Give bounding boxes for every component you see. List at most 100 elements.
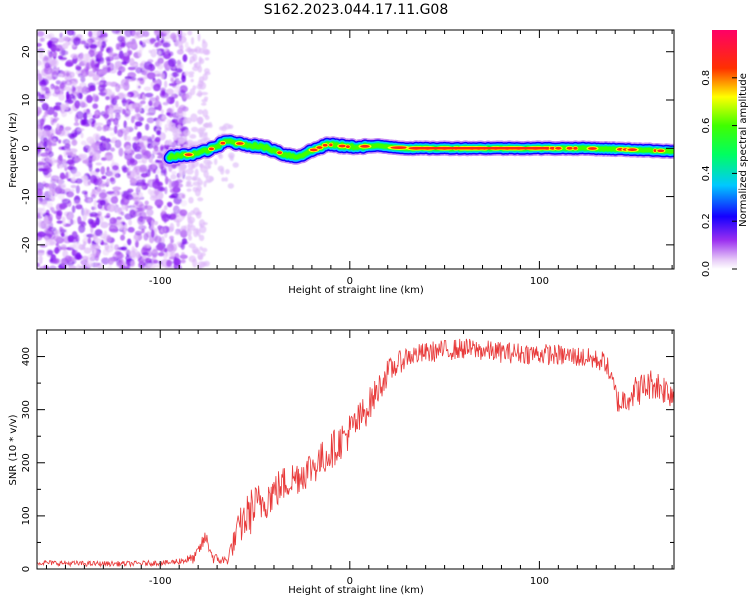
noise-blob: [157, 191, 164, 200]
snr-xtick-label: 100: [530, 576, 549, 587]
noise-blob: [190, 113, 198, 123]
noise-blob: [163, 232, 168, 238]
noise-blob: [181, 251, 185, 257]
noise-blob: [107, 107, 115, 115]
noise-blob: [125, 102, 130, 111]
noise-blob: [85, 94, 93, 104]
noise-blob: [207, 163, 212, 170]
noise-blob: [188, 196, 194, 204]
noise-blob: [197, 129, 205, 134]
noise-blob: [46, 85, 55, 93]
noise-blob: [65, 171, 69, 180]
noise-blob: [142, 182, 146, 186]
noise-blob: [37, 231, 46, 238]
noise-blob: [48, 265, 57, 269]
noise-blob: [166, 201, 173, 208]
noise-blob: [57, 155, 63, 165]
snr-xtick-label: -100: [149, 576, 172, 587]
noise-blob: [60, 184, 67, 189]
noise-blob: [41, 83, 47, 92]
noise-blob: [45, 229, 54, 238]
noise-blob: [171, 72, 180, 78]
noise-blob: [120, 234, 125, 241]
noise-blob: [125, 78, 129, 86]
noise-blob: [52, 50, 58, 57]
noise-blob: [90, 194, 97, 199]
noise-blob: [192, 186, 198, 193]
noise-blob: [92, 103, 99, 109]
noise-blob: [41, 168, 48, 172]
noise-blob: [89, 174, 97, 184]
noise-blob: [58, 164, 64, 169]
noise-blob: [65, 150, 69, 156]
noise-blob: [122, 164, 128, 174]
noise-blob: [38, 51, 44, 60]
noise-blob: [146, 244, 152, 249]
noise-blob: [37, 146, 41, 152]
noise-blob: [110, 147, 116, 152]
noise-blob: [109, 132, 115, 137]
noise-blob: [193, 141, 198, 146]
noise-blob: [49, 37, 59, 44]
noise-blob: [88, 118, 92, 124]
noise-blob: [155, 168, 161, 175]
noise-blob: [143, 205, 153, 211]
noise-blob: [160, 72, 165, 80]
snr-xtick-label: 0: [347, 576, 353, 587]
spectrogram-ridge: [162, 133, 674, 166]
noise-blob: [121, 61, 127, 65]
noise-blob: [58, 139, 62, 144]
noise-blob: [70, 176, 76, 183]
snr-panel: -100 0 100 0 100 200 300 400 Height of straight…: [8, 329, 675, 596]
noise-blob: [112, 165, 119, 171]
noise-blob: [64, 61, 74, 67]
colorbar-tick-label: 0.8: [701, 70, 712, 86]
noise-blob: [106, 57, 111, 66]
noise-blob: [113, 125, 118, 135]
noise-blob: [121, 99, 127, 104]
noise-blob: [70, 188, 75, 193]
noise-blob: [124, 76, 132, 80]
noise-blob: [127, 226, 135, 233]
noise-blob: [198, 234, 205, 242]
noise-blob: [59, 32, 63, 39]
noise-blob: [83, 109, 87, 114]
colorbar-tick-label: 0.2: [701, 213, 712, 229]
noise-blob: [109, 177, 115, 182]
noise-blob: [179, 209, 188, 217]
noise-blob: [54, 86, 61, 95]
noise-blob: [100, 76, 105, 81]
noise-blob: [37, 60, 42, 67]
noise-blob: [40, 37, 45, 42]
noise-blob: [107, 264, 112, 269]
noise-blob: [90, 225, 94, 234]
noise-blob: [228, 124, 234, 130]
noise-blob: [176, 48, 184, 55]
snr-ytick-label: 200: [21, 453, 32, 472]
noise-blob: [37, 42, 42, 47]
noise-blob: [181, 75, 186, 83]
noise-blob: [82, 159, 89, 164]
noise-blob: [111, 95, 115, 99]
noise-blob: [75, 204, 83, 210]
noise-blob: [187, 48, 195, 56]
noise-blob: [43, 215, 49, 225]
noise-blob: [187, 212, 192, 221]
noise-blob: [224, 177, 228, 182]
noise-blob: [194, 212, 200, 216]
spectrogram-ytick-label: -20: [21, 237, 32, 253]
noise-blob: [93, 206, 98, 210]
noise-blob: [103, 230, 108, 239]
noise-blob: [198, 219, 206, 228]
ridge-core: [627, 148, 638, 152]
noise-blob: [181, 194, 186, 199]
ridge-core: [566, 146, 573, 150]
noise-blob: [183, 118, 189, 124]
noise-blob: [213, 158, 218, 165]
noise-blob: [58, 178, 63, 186]
noise-blob: [185, 92, 193, 100]
noise-blob: [164, 176, 169, 185]
noise-blob: [72, 36, 81, 46]
noise-blob: [143, 86, 152, 92]
snr-ytick-label: 100: [21, 506, 32, 525]
